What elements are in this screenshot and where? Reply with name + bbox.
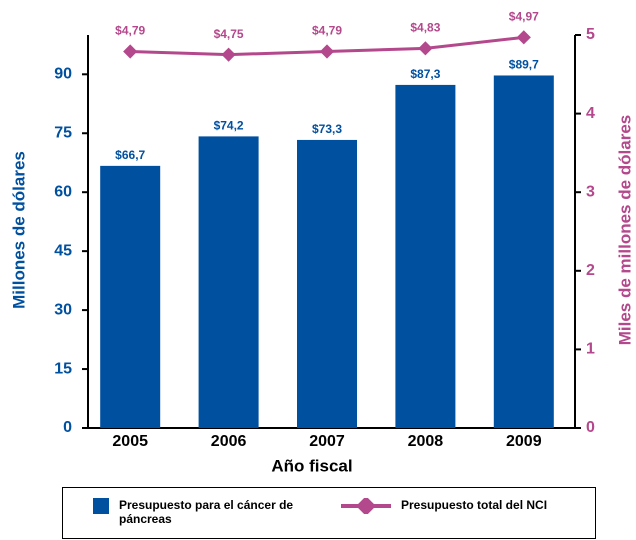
line-marker — [418, 41, 433, 56]
legend-swatch — [93, 498, 109, 514]
bar-value-label: $74,2 — [214, 119, 244, 133]
bar-value-label: $89,7 — [509, 58, 539, 72]
bar — [493, 75, 554, 428]
bar — [297, 139, 357, 428]
bar-value-label: $66,7 — [115, 148, 145, 162]
x-tick-label: 2008 — [408, 433, 444, 450]
bar-value-label: $73,3 — [312, 122, 342, 136]
line-marker — [123, 44, 138, 59]
y-tick-label: 60 — [54, 183, 72, 200]
legend: Presupuesto para el cáncer de páncreas P… — [62, 487, 596, 539]
x-tick-label: 2005 — [112, 433, 148, 450]
x-tick-label: 2009 — [506, 433, 542, 450]
line-value-label: $4,83 — [410, 21, 440, 35]
line-value-label: $4,79 — [115, 24, 145, 38]
y-tick-label: 30 — [54, 301, 72, 318]
y-tick-label: 90 — [54, 66, 72, 83]
x-tick-label: 2007 — [309, 433, 345, 450]
legend-label: Presupuesto para el cáncer de páncreas — [119, 498, 294, 526]
legend-label: Presupuesto total del NCI — [401, 498, 548, 512]
line-value-label: $4,97 — [509, 10, 539, 24]
bar — [395, 84, 456, 428]
legend-item: Presupuesto total del NCI — [341, 498, 547, 514]
bar — [100, 165, 161, 428]
line-marker — [221, 47, 236, 62]
line-marker — [319, 44, 335, 59]
y2-tick-label: 3 — [586, 183, 595, 200]
y2-tick-label: 2 — [586, 262, 595, 279]
y-tick-label: 0 — [63, 419, 72, 436]
y2-tick-label: 4 — [586, 105, 595, 122]
bar-value-label: $87,3 — [410, 67, 440, 81]
line-value-label: $4,75 — [214, 27, 244, 41]
y2-axis-title: Miles de millones de dólares — [615, 115, 634, 346]
y2-tick-label: 5 — [586, 26, 595, 43]
y-axis-title: Millones de dólares — [9, 151, 28, 309]
x-axis-title: Año fiscal — [271, 456, 352, 475]
legend-item: Presupuesto para el cáncer de páncreas — [93, 498, 334, 526]
y-tick-label: 15 — [54, 360, 72, 377]
line-marker — [516, 30, 531, 45]
bar — [198, 136, 259, 429]
legend-swatch — [341, 498, 391, 514]
y-tick-label: 75 — [54, 124, 72, 141]
line-value-label: $4,79 — [312, 24, 342, 38]
y2-tick-label: 0 — [586, 419, 595, 436]
y2-tick-label: 1 — [586, 341, 595, 358]
x-tick-label: 2006 — [211, 433, 247, 450]
chart: Año fiscal Millones de dólares Miles de … — [9, 10, 634, 476]
y-tick-label: 45 — [54, 242, 72, 259]
